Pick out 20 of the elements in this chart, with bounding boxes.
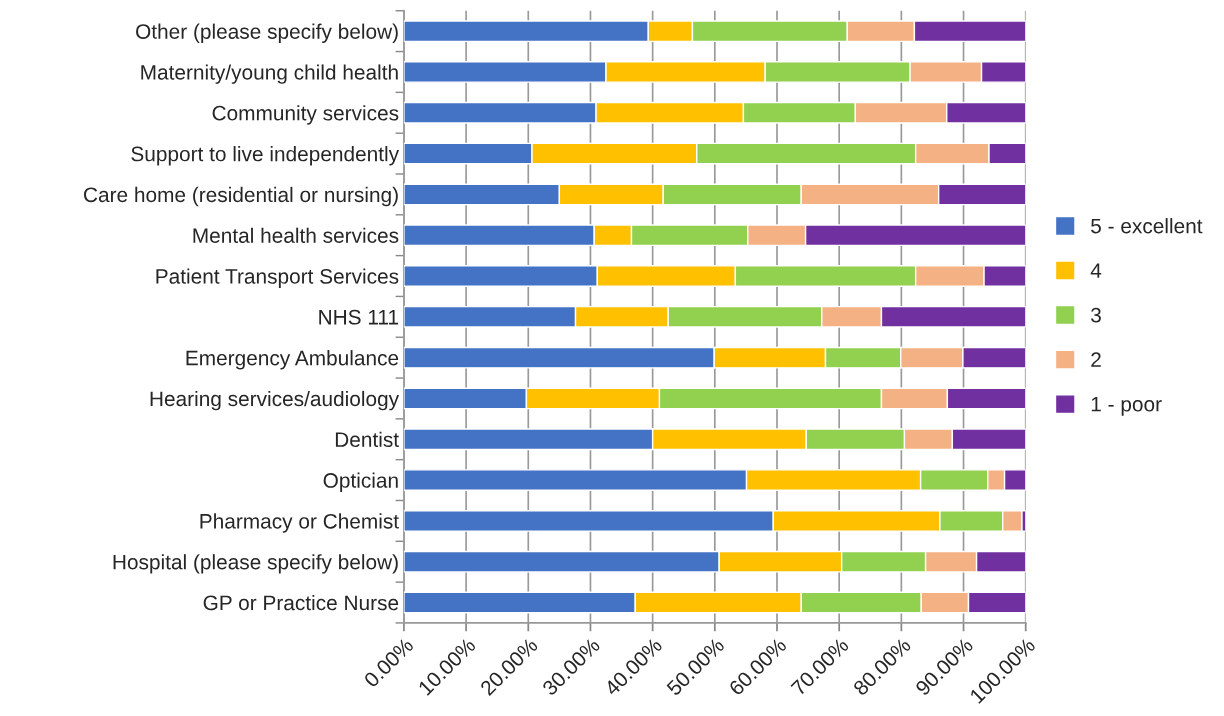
- y-tick-label: NHS 111: [319, 309, 399, 325]
- y-tick-label: Optician: [323, 472, 398, 492]
- y-tick-label: Patient Transport Services: [156, 268, 399, 288]
- y-tick-label: Other (please specify below): [136, 23, 398, 44]
- y-tick-label: Maternity/young child health: [141, 64, 398, 84]
- legend-label: 3: [1091, 307, 1101, 323]
- y-tick-label: Emergency Ambulance: [186, 350, 399, 370]
- legend-label: 5 - excellent: [1091, 218, 1203, 234]
- legend-label: 4: [1090, 263, 1102, 278]
- y-tick-label: GP or Practice Nurse: [203, 594, 399, 611]
- y-tick-label: Dentist: [335, 431, 399, 448]
- y-tick-label: Mental health services: [193, 227, 399, 243]
- y-tick-label: Pharmacy or Chemist: [200, 513, 399, 533]
- y-tick-label: Hearing services/audiology: [150, 390, 400, 411]
- y-tick-label: Care home (residential or nursing): [84, 186, 398, 207]
- y-tick-label: Community services: [212, 105, 399, 125]
- legend-label: 1 - poor: [1091, 397, 1162, 416]
- y-tick-label: Hospital (please specify below): [113, 554, 398, 574]
- legend-label: 2: [1091, 352, 1101, 367]
- y-tick-label: Support to live independently: [131, 146, 400, 166]
